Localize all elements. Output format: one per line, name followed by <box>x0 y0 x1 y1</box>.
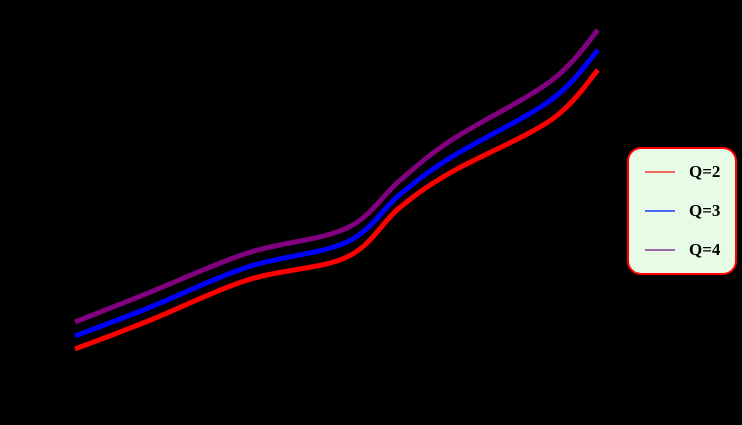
legend-label: Q=3 <box>689 201 721 220</box>
chart-legend: Q=2 Q=3 Q=4 <box>627 147 737 275</box>
legend-label: Q=2 <box>689 162 721 181</box>
series-line-q2 <box>74 68 600 352</box>
legend-swatch-blue <box>645 210 675 212</box>
legend-label: Q=4 <box>689 240 721 259</box>
legend-swatch-red <box>645 171 675 173</box>
legend-item-q4: Q=4 <box>629 235 735 265</box>
legend-item-q2: Q=2 <box>629 157 735 187</box>
series-line-q3 <box>74 48 600 339</box>
series-line-q4 <box>74 28 600 325</box>
series-layer <box>74 28 600 352</box>
legend-swatch-purple <box>645 249 675 251</box>
legend-item-q3: Q=3 <box>629 196 735 226</box>
